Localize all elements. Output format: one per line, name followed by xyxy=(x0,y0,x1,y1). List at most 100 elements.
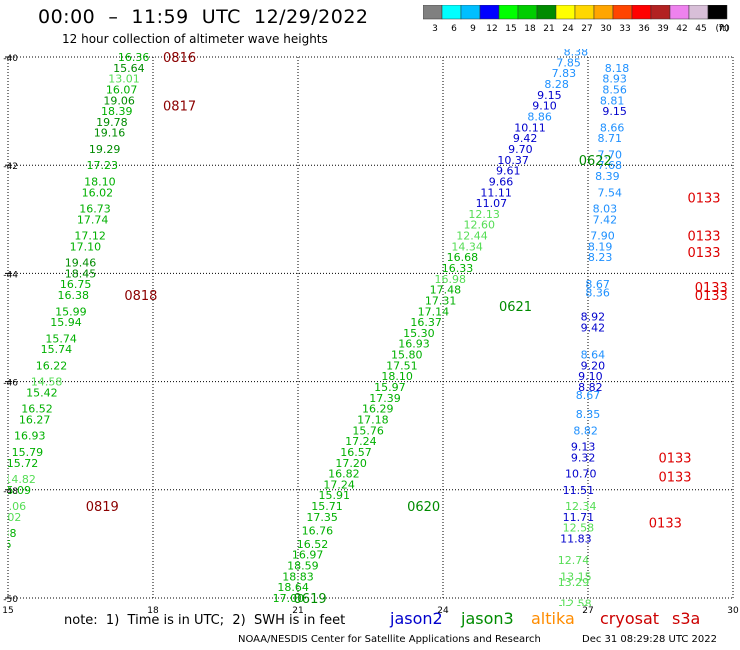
swh-value-label: 16.57 xyxy=(340,446,372,459)
swh-value-label: 15.30 xyxy=(403,327,435,340)
swh-value-label: 7.85 xyxy=(556,56,581,69)
swh-value-label: 15.99 xyxy=(55,305,87,318)
swh-value-label: 12.58 xyxy=(560,597,592,610)
swh-value-label: 19.16 xyxy=(94,127,126,140)
swh-value-label: 8.67 xyxy=(585,278,610,291)
pass-id-label: 0816 xyxy=(163,51,196,66)
swh-value-label: 19.06 xyxy=(103,94,135,107)
swh-value-label: 8.56 xyxy=(602,83,627,96)
swh-value-label: 8.81 xyxy=(600,94,625,107)
swh-value-label: 18.10 xyxy=(84,175,116,188)
swh-value-label: 15.79 xyxy=(0,565,2,578)
x-tick-label: 18 xyxy=(147,606,159,616)
swh-value-label: 9.10 xyxy=(532,100,557,113)
swh-value-label: 8.86 xyxy=(527,111,552,124)
colorbar-label: 9 xyxy=(470,24,476,34)
swh-value-label: 17.24 xyxy=(323,478,355,491)
colorbar-label: 6 xyxy=(451,24,457,34)
swh-value-label: 16.93 xyxy=(14,430,46,443)
generated-timestamp: Dec 31 08:29:28 UTC 2022 xyxy=(582,634,717,645)
swh-value-label: 8.92 xyxy=(581,311,606,324)
swh-value-label: 9.10 xyxy=(578,370,603,383)
swh-value-label: 8.19 xyxy=(588,240,613,253)
swh-value-label: 18.10 xyxy=(381,370,413,383)
swh-value-label: 11.71 xyxy=(563,511,595,524)
swh-value-label: 17.74 xyxy=(77,213,109,226)
y-tick-label: -46 xyxy=(3,379,18,389)
swh-value-label: 17.24 xyxy=(345,435,377,448)
swh-value-label: 15.91 xyxy=(319,489,351,502)
swh-value-label: 12.34 xyxy=(565,500,597,513)
swh-value-label: 16.37 xyxy=(410,316,442,329)
x-tick-label: 24 xyxy=(437,606,449,616)
swh-value-label: 16.36 xyxy=(118,51,150,64)
swh-value-label: 7.42 xyxy=(593,213,618,226)
swh-value-label: 17.12 xyxy=(74,230,106,243)
swh-value-label: 13.01 xyxy=(108,73,140,86)
swh-value-label: 16.97 xyxy=(292,549,324,562)
swh-value-label: 8.58 xyxy=(590,0,615,4)
swh-value-label: 9.32 xyxy=(571,451,596,464)
swh-value-label: 16.98 xyxy=(435,273,467,286)
colorbar-label: 18 xyxy=(524,24,536,34)
footer-note: note: 1) Time is in UTC; 2) SWH is in fe… xyxy=(64,613,346,628)
pass-id-label: 0133 xyxy=(658,451,691,466)
swh-value-label: 7.73 xyxy=(576,24,601,37)
swh-value-label: 18.83 xyxy=(282,570,314,583)
swh-value-label: 9.20 xyxy=(581,359,606,372)
swh-value-label: 16.02 xyxy=(82,186,114,199)
legend-altika: altika xyxy=(531,609,575,628)
swh-value-label: 16.07 xyxy=(106,83,138,96)
swh-value-label: 8.39 xyxy=(595,170,620,183)
swh-value-label: 8.28 xyxy=(544,78,569,91)
swh-value-label: 8.66 xyxy=(600,121,625,134)
swh-value-label: 9.42 xyxy=(581,322,606,335)
swh-value-label: 12.60 xyxy=(464,219,496,232)
swh-value-label: 17.39 xyxy=(369,392,401,405)
swh-value-label: 19.29 xyxy=(89,143,121,156)
swh-value-label: 18.59 xyxy=(287,560,319,573)
swh-value-label: 8.03 xyxy=(593,202,618,215)
swh-value-label: 14.58 xyxy=(31,376,63,389)
swh-value-label: 7.80 xyxy=(571,35,596,48)
colorbar-label: 42 xyxy=(676,24,687,34)
chart-title: 00:00 – 11:59 UTC 12/29/2022 xyxy=(38,6,369,28)
swh-value-label: 17.51 xyxy=(386,359,418,372)
x-tick-label: 27 xyxy=(582,606,593,616)
swh-value-label: 16.73 xyxy=(79,202,111,215)
swh-value-label: 8.06 xyxy=(581,13,606,26)
swh-value-label: 11.07 xyxy=(476,197,508,210)
swh-value-label: 15.74 xyxy=(41,343,73,356)
swh-value-label: 8.35 xyxy=(576,408,601,421)
colorbar-label: 12 xyxy=(486,24,497,34)
legend-s3a: s3a xyxy=(672,609,701,628)
pass-id-label: 0133 xyxy=(658,470,691,485)
swh-value-label: 8.23 xyxy=(588,251,613,264)
colorbar-label: 21 xyxy=(543,24,554,34)
pass-id-label: 0619 xyxy=(294,592,327,607)
swh-value-label: 8.64 xyxy=(581,349,606,362)
swh-value-label: 17.48 xyxy=(430,284,462,297)
swh-value-label: 15.80 xyxy=(391,349,423,362)
swh-value-label: 15.76 xyxy=(352,424,384,437)
swh-value-label: 13.15 xyxy=(560,570,592,583)
colorbar-label: 36 xyxy=(638,24,650,34)
swh-value-label: 10.70 xyxy=(565,468,597,481)
swh-value-label: 16.68 xyxy=(447,251,479,264)
y-tick-label: -44 xyxy=(3,270,18,280)
swh-value-label: 12.13 xyxy=(468,208,500,221)
swh-value-label: 17.14 xyxy=(418,305,450,318)
pass-id-label: 0620 xyxy=(407,500,440,515)
swh-value-label: 18.45 xyxy=(65,267,97,280)
swh-value-label: 9.66 xyxy=(489,175,514,188)
colorbar-label: 24 xyxy=(562,24,574,34)
colorbar-label: 30 xyxy=(600,24,612,34)
swh-value-label: 8.38 xyxy=(564,46,589,59)
swh-value-label: 16.22 xyxy=(36,359,68,372)
swh-value-label: 9.15 xyxy=(602,105,627,118)
swh-value-label: 17.23 xyxy=(87,159,119,172)
swh-value-label: 14.02 xyxy=(0,511,21,524)
swh-value-label: 8.67 xyxy=(576,389,601,402)
swh-value-label: 16.27 xyxy=(19,413,51,426)
